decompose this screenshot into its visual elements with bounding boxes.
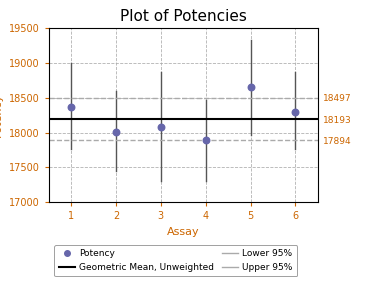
Point (68, 105, 74, 109)
Point (292, 110, 298, 115)
Point (248, 85, 254, 90)
Y-axis label: Potency: Potency (0, 93, 3, 137)
X-axis label: Assay: Assay (167, 227, 200, 237)
Legend: Potency, Geometric Mean, Unweighted, Lower 95%, Upper 95%: Potency, Geometric Mean, Unweighted, Low… (54, 245, 297, 277)
Point (158, 125, 164, 129)
Point (113, 130, 119, 134)
Point (203, 138, 209, 142)
Title: Plot of Potencies: Plot of Potencies (120, 9, 247, 24)
